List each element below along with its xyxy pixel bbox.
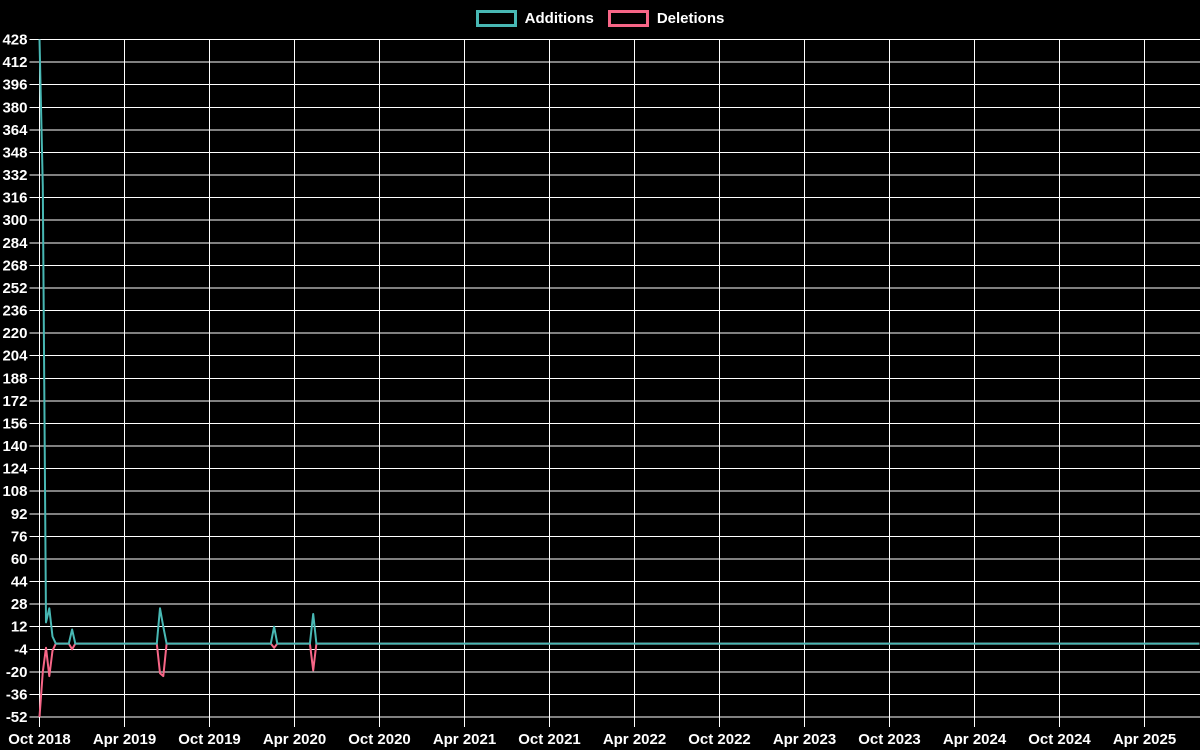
x-tick-label: Oct 2021 [518,731,581,748]
y-tick-label: 348 [2,144,27,161]
y-tick-label: 396 [2,77,27,94]
x-tick-label: Apr 2023 [773,731,836,748]
x-tick-label: Oct 2022 [688,731,751,748]
y-tick-label: 252 [2,280,27,297]
x-tick-label: Apr 2024 [943,731,1007,748]
y-tick-label: -52 [6,709,28,726]
additions-swatch-icon [475,9,517,27]
x-tick-label: Apr 2021 [433,731,496,748]
y-tick-label: 332 [2,167,27,184]
y-tick-label: 236 [2,303,27,320]
y-tick-label: 380 [2,99,27,116]
y-tick-label: 204 [2,348,28,365]
x-tick-label: Apr 2020 [263,731,326,748]
y-tick-label: 364 [2,122,28,139]
deletions-swatch-icon [607,9,649,27]
x-tick-label: Oct 2024 [1028,731,1091,748]
x-tick-label: Apr 2022 [603,731,666,748]
y-tick-label: 44 [11,574,28,591]
y-tick-label: 140 [2,438,27,455]
y-tick-label: 188 [2,370,27,387]
y-tick-label: 92 [11,506,28,523]
y-tick-label: 28 [11,596,28,613]
legend-item-additions[interactable]: Additions [475,9,594,27]
y-tick-label: 316 [2,190,27,207]
y-tick-label: -20 [6,664,28,681]
additions-line [38,39,1200,645]
x-tick-label: Oct 2019 [178,731,241,748]
legend-item-deletions[interactable]: Deletions [607,9,725,27]
chart-legend: Additions Deletions [0,6,1200,30]
x-tick-label: Apr 2025 [1113,731,1176,748]
legend-label-additions: Additions [524,9,594,27]
y-tick-label: 300 [2,212,27,229]
y-tick-label: 268 [2,257,27,274]
y-tick-label: 156 [2,415,27,432]
y-tick-label: 412 [2,54,27,71]
deletions-line [38,642,1200,718]
y-tick-label: 60 [11,551,28,568]
y-tick-label: 124 [2,461,28,478]
y-tick-label: 428 [2,32,27,49]
y-tick-label: 108 [2,483,27,500]
y-tick-label: 284 [2,235,28,252]
y-tick-label: 12 [11,619,28,636]
x-tick-label: Oct 2023 [858,731,921,748]
y-tick-label: 76 [11,528,28,545]
y-tick-label: -4 [14,641,28,658]
y-tick-label: -36 [6,686,28,703]
x-tick-label: Oct 2018 [8,731,71,748]
y-tick-label: 172 [2,393,27,410]
x-tick-label: Apr 2019 [93,731,156,748]
y-tick-label: 220 [2,325,27,342]
legend-label-deletions: Deletions [656,9,725,27]
x-tick-label: Oct 2020 [348,731,411,748]
